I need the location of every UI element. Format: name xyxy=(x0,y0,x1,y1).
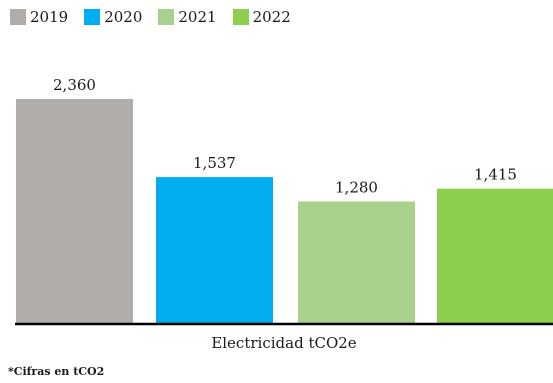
category-label: Electricidad tCO2e xyxy=(211,334,356,352)
legend-label-2021: 2021 xyxy=(178,8,217,26)
bar-2019 xyxy=(16,99,133,323)
bar-2020 xyxy=(156,177,273,323)
bar-2021 xyxy=(298,201,415,323)
legend-item-2022: 2022 xyxy=(232,8,291,26)
chart-legend: 2019 2020 2021 2022 xyxy=(10,8,307,26)
legend-swatch-2021 xyxy=(158,9,175,25)
data-label-2020: 1,537 xyxy=(193,154,236,172)
data-label-2022: 1,415 xyxy=(474,166,517,184)
legend-label-2020: 2020 xyxy=(104,8,143,26)
legend-item-2020: 2020 xyxy=(84,8,142,26)
legend-swatch-2019 xyxy=(10,9,26,25)
footnote: *Cifras en tCO2 xyxy=(8,365,105,378)
legend-item-2019: 2019 xyxy=(10,8,68,26)
data-label-2019: 2,360 xyxy=(53,76,96,94)
legend-label-2019: 2019 xyxy=(30,8,69,26)
bar-2022 xyxy=(437,188,553,323)
data-label-2021: 1,280 xyxy=(335,179,378,197)
legend-label-2022: 2022 xyxy=(252,8,291,26)
legend-item-2021: 2021 xyxy=(158,8,217,26)
bars-group: 2,360 1,537 1,280 1,415 xyxy=(16,76,553,323)
legend-swatch-2022 xyxy=(232,9,249,25)
legend-swatch-2020 xyxy=(84,9,101,25)
